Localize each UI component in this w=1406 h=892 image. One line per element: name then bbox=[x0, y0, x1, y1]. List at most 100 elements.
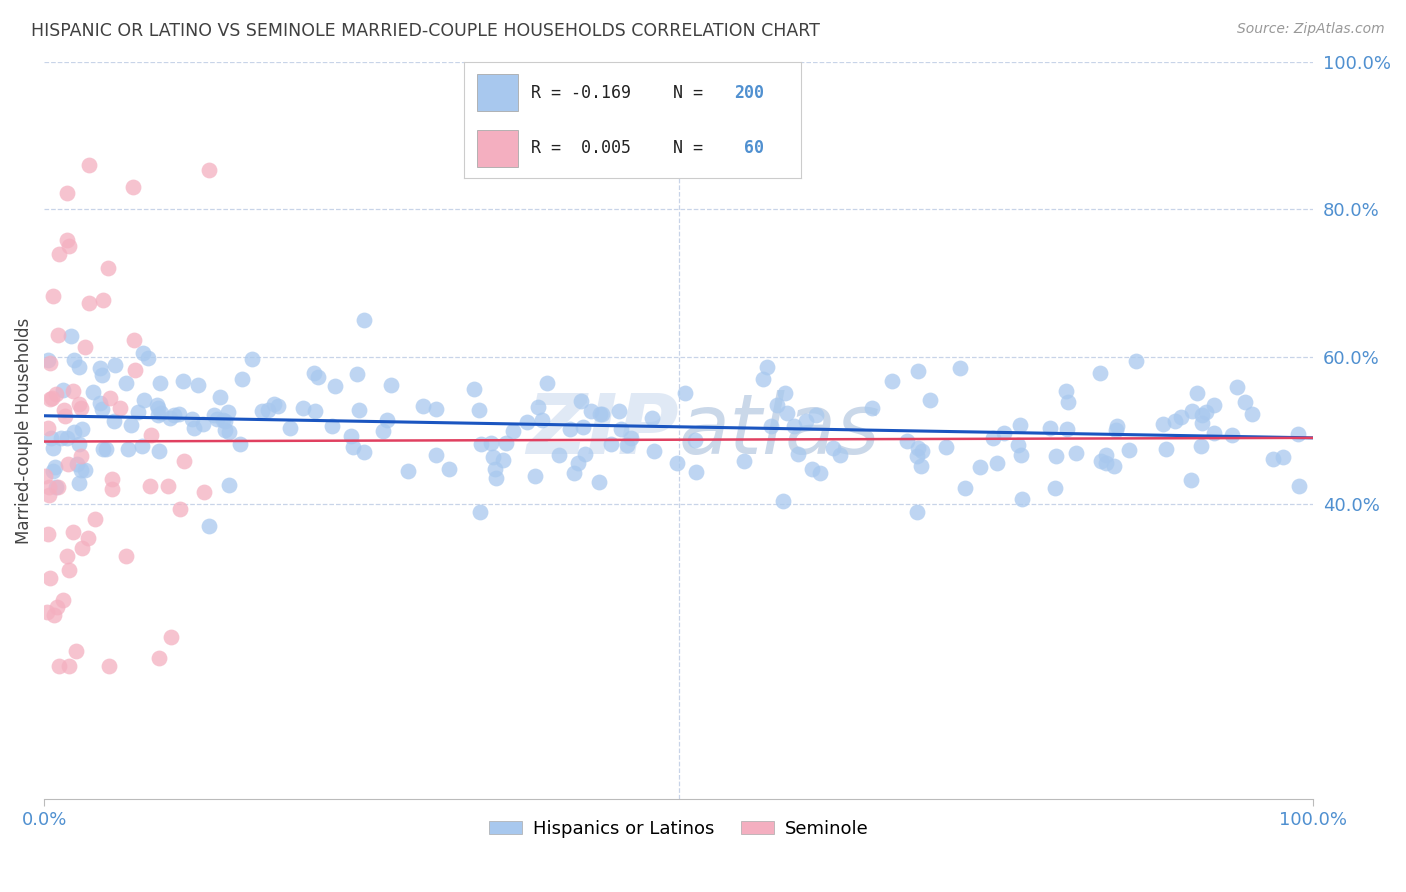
Point bbox=[828, 449, 851, 463]
Point bbox=[589, 407, 612, 421]
Point bbox=[169, 501, 191, 516]
Point bbox=[673, 385, 696, 400]
Point bbox=[907, 449, 929, 463]
Point bbox=[98, 659, 121, 673]
Point bbox=[1010, 418, 1032, 433]
Point bbox=[115, 549, 138, 564]
Point bbox=[127, 404, 149, 418]
Point bbox=[425, 401, 447, 416]
Point bbox=[905, 505, 928, 519]
Point bbox=[993, 426, 1015, 441]
Point bbox=[1220, 428, 1243, 442]
Point bbox=[214, 414, 236, 428]
Point bbox=[82, 385, 104, 400]
Point bbox=[536, 376, 558, 391]
Point bbox=[217, 405, 239, 419]
Point bbox=[907, 364, 929, 378]
Point bbox=[683, 433, 706, 447]
Point bbox=[292, 401, 315, 415]
Point bbox=[935, 441, 957, 455]
Point bbox=[37, 352, 59, 367]
Text: 200: 200 bbox=[734, 84, 763, 102]
Point bbox=[1095, 457, 1118, 471]
Point bbox=[1288, 479, 1310, 493]
Point bbox=[146, 408, 169, 422]
Point bbox=[46, 480, 69, 494]
Point bbox=[41, 289, 63, 303]
Point bbox=[49, 431, 72, 445]
Point bbox=[463, 382, 485, 396]
Point bbox=[1010, 449, 1032, 463]
Point bbox=[214, 423, 236, 437]
Point bbox=[823, 441, 845, 455]
Point bbox=[437, 462, 460, 476]
Point bbox=[62, 384, 84, 399]
Point bbox=[806, 409, 828, 423]
Point bbox=[94, 442, 117, 456]
Point bbox=[193, 484, 215, 499]
Point bbox=[65, 644, 87, 658]
Point bbox=[783, 418, 806, 433]
Point bbox=[479, 436, 502, 450]
Point bbox=[180, 412, 202, 426]
Point bbox=[62, 352, 84, 367]
Point bbox=[59, 328, 82, 343]
Point bbox=[1286, 426, 1309, 441]
Point bbox=[56, 457, 79, 471]
FancyBboxPatch shape bbox=[478, 74, 517, 112]
Point bbox=[425, 448, 447, 462]
Point bbox=[122, 180, 145, 194]
Point bbox=[1180, 473, 1202, 487]
Point bbox=[794, 414, 817, 428]
Point bbox=[58, 564, 80, 578]
Point bbox=[65, 457, 87, 471]
Point bbox=[208, 391, 231, 405]
Point bbox=[756, 360, 779, 375]
Point bbox=[396, 464, 419, 478]
Point bbox=[581, 404, 603, 418]
Point bbox=[1240, 407, 1263, 421]
Point bbox=[70, 449, 93, 463]
Point bbox=[1154, 442, 1177, 457]
Point bbox=[1234, 395, 1257, 409]
Point bbox=[53, 403, 76, 417]
Point bbox=[52, 383, 75, 397]
Point bbox=[1170, 409, 1192, 424]
Point bbox=[1202, 398, 1225, 412]
Point bbox=[609, 403, 631, 417]
Point bbox=[880, 374, 903, 388]
Point bbox=[167, 407, 190, 421]
Point bbox=[160, 630, 183, 644]
Point bbox=[492, 453, 515, 467]
Point bbox=[45, 480, 67, 494]
Point bbox=[44, 459, 66, 474]
Point bbox=[34, 469, 56, 483]
Point bbox=[641, 411, 664, 425]
Point bbox=[1181, 404, 1204, 418]
Point bbox=[104, 358, 127, 372]
Text: R =  0.005: R = 0.005 bbox=[531, 139, 631, 157]
Point bbox=[56, 186, 79, 201]
Point bbox=[1125, 353, 1147, 368]
Point bbox=[1056, 422, 1078, 436]
Point bbox=[470, 437, 492, 451]
Point bbox=[218, 425, 240, 439]
Point bbox=[191, 417, 214, 431]
Point bbox=[323, 379, 346, 393]
Point bbox=[62, 524, 84, 539]
Point bbox=[340, 428, 363, 442]
Point bbox=[562, 466, 585, 480]
Point bbox=[1189, 439, 1212, 453]
Point bbox=[42, 441, 65, 455]
Point bbox=[70, 541, 93, 556]
Point bbox=[77, 296, 100, 310]
Point bbox=[97, 260, 120, 275]
Point bbox=[600, 436, 623, 450]
Point bbox=[73, 340, 96, 354]
Point bbox=[163, 408, 186, 422]
Point bbox=[91, 402, 114, 417]
Point bbox=[132, 392, 155, 407]
Point bbox=[41, 391, 63, 405]
Point bbox=[1094, 448, 1116, 462]
Point bbox=[231, 372, 253, 386]
